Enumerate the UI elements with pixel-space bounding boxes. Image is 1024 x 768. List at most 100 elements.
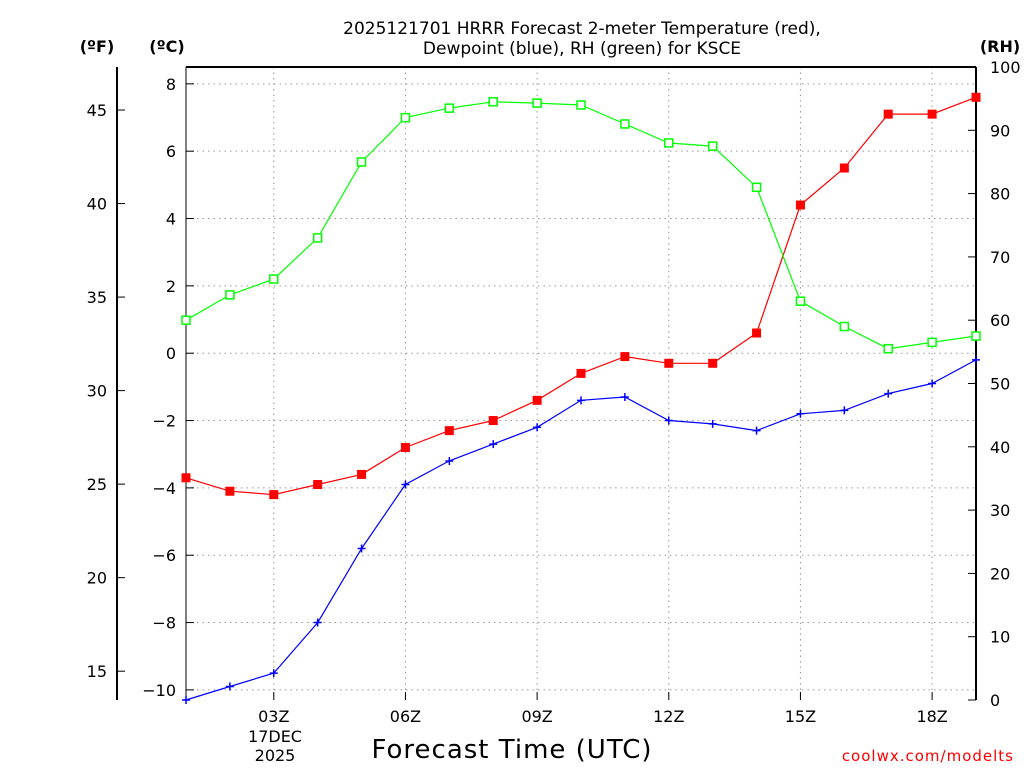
fahrenheit-tick-label: 35 — [87, 288, 107, 307]
dewpoint-point — [796, 409, 805, 418]
rh-point — [312, 233, 323, 243]
rh-point — [488, 97, 498, 107]
rh-point — [576, 100, 586, 110]
2-meter-temperature-point — [839, 163, 849, 173]
rh-point — [883, 343, 893, 354]
celsius-axis-unit: (ºC) — [149, 37, 184, 56]
source-credit: coolwx.com/modelts — [842, 747, 1014, 765]
dewpoint-point — [620, 392, 629, 401]
rh-point — [532, 98, 542, 108]
chart-title-line2: Dewpoint (blue), RH (green) for KSCE — [423, 39, 741, 59]
data-series — [181, 92, 981, 704]
rh-point — [620, 119, 630, 129]
dewpoint-point — [313, 618, 322, 627]
axes: 86420−2−4−6−8−10454035302520151009080706… — [87, 58, 1021, 726]
rh-tick-label: 30 — [990, 501, 1010, 520]
x-tick-label: 03Z — [258, 707, 289, 726]
rh-point — [269, 274, 279, 284]
rh-point — [839, 321, 850, 332]
fahrenheit-tick-label: 40 — [87, 195, 107, 214]
dewpoint-point — [577, 396, 585, 405]
date-label-year: 2025 — [255, 746, 296, 765]
fahrenheit-axis-unit: (ºF) — [80, 37, 115, 56]
dewpoint-point — [884, 389, 893, 398]
2-meter-temperature-line — [185, 96, 977, 496]
rh-point — [400, 112, 411, 123]
x-tick-label: 12Z — [653, 707, 684, 726]
2-meter-temperature-point — [795, 200, 805, 210]
celsius-tick-label: 8 — [166, 75, 176, 94]
grid-lines — [186, 67, 976, 700]
dewpoint-point — [928, 379, 937, 388]
2-meter-temperature-point — [400, 442, 410, 452]
x-axis-title: Forecast Time (UTC) — [371, 735, 652, 765]
dewpoint-point — [708, 419, 717, 428]
rh-axis-unit: (RH) — [980, 37, 1020, 56]
celsius-tick-label: 6 — [166, 142, 176, 161]
2-meter-temperature-point — [883, 109, 893, 119]
fahrenheit-tick-label: 45 — [87, 101, 107, 120]
rh-tick-label: 90 — [990, 121, 1010, 140]
2-meter-temperature-point — [181, 473, 191, 483]
dewpoint-point — [401, 480, 410, 489]
fahrenheit-tick-label: 15 — [87, 662, 107, 681]
2-meter-temperature-point — [664, 358, 674, 368]
celsius-tick-label: −8 — [152, 614, 176, 633]
dewpoint-point — [533, 423, 542, 432]
2-meter-temperature-point — [620, 352, 630, 362]
rh-tick-label: 70 — [990, 248, 1010, 267]
x-tick-label: 15Z — [785, 707, 816, 726]
2-meter-temperature-point — [708, 358, 718, 368]
rh-point — [356, 157, 367, 167]
2-meter-temperature-point — [488, 416, 498, 426]
date-label-day: 17DEC — [248, 727, 302, 746]
x-tick-label: 09Z — [521, 707, 552, 726]
rh-point — [751, 182, 762, 193]
rh-line — [185, 101, 977, 350]
fahrenheit-tick-label: 20 — [87, 569, 107, 588]
2-meter-temperature-point — [269, 490, 279, 500]
dewpoint-point — [489, 440, 498, 449]
rh-point — [707, 141, 718, 151]
2-meter-temperature-point — [225, 486, 235, 496]
dewpoint-point — [840, 406, 849, 415]
dewpoint-point — [972, 355, 980, 364]
celsius-tick-label: −4 — [152, 479, 176, 498]
rh-tick-label: 20 — [990, 564, 1010, 583]
rh-point — [225, 290, 235, 300]
rh-tick-label: 50 — [990, 375, 1010, 394]
rh-point — [795, 296, 806, 306]
2-meter-temperature-point — [752, 328, 762, 338]
rh-tick-label: 10 — [990, 628, 1010, 647]
2-meter-temperature-point — [971, 92, 981, 102]
2-meter-temperature-point — [357, 469, 367, 479]
fahrenheit-tick-label: 25 — [87, 475, 107, 494]
rh-point — [664, 138, 674, 148]
dewpoint-point — [182, 696, 190, 704]
2-meter-temperature-point — [927, 109, 937, 119]
celsius-tick-label: 2 — [166, 277, 176, 296]
rh-point — [181, 315, 191, 325]
2-meter-temperature-point — [313, 480, 323, 490]
celsius-tick-label: 4 — [166, 210, 176, 229]
rh-point — [444, 103, 455, 113]
2-meter-temperature-point — [444, 426, 454, 436]
rh-tick-label: 100 — [990, 58, 1021, 77]
x-tick-label: 18Z — [916, 707, 947, 726]
rh-point — [927, 337, 937, 348]
fahrenheit-tick-label: 30 — [87, 382, 107, 401]
rh-tick-label: 0 — [990, 691, 1000, 710]
rh-tick-label: 40 — [990, 438, 1010, 457]
2-meter-temperature-point — [532, 395, 542, 405]
celsius-tick-label: −6 — [152, 546, 176, 565]
rh-tick-label: 80 — [990, 185, 1010, 204]
x-tick-label: 06Z — [390, 707, 421, 726]
celsius-tick-label: −10 — [142, 681, 176, 700]
dewpoint-point — [664, 416, 673, 425]
dewpoint-point — [357, 544, 366, 553]
dewpoint-point — [269, 669, 278, 678]
celsius-tick-label: −2 — [152, 412, 176, 431]
dewpoint-point — [445, 456, 454, 465]
dewpoint-point — [225, 682, 234, 691]
